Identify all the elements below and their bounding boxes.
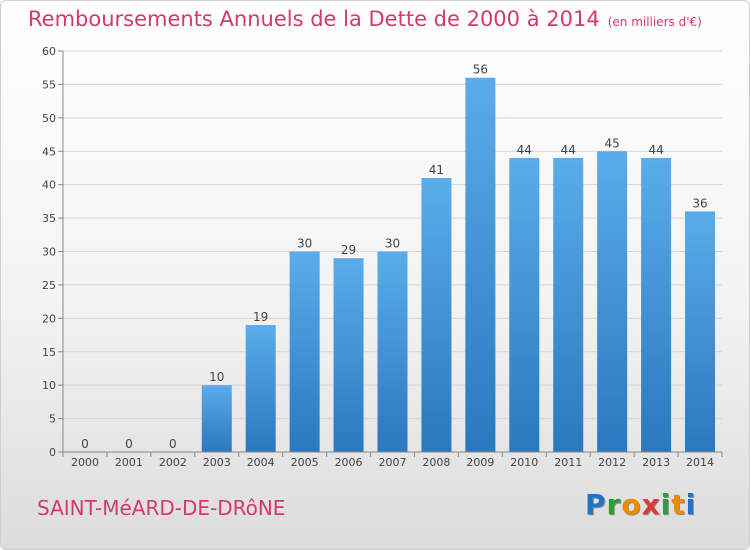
data-label: 30 [385, 237, 400, 251]
x-tick-label: 2002 [159, 456, 187, 469]
x-tick-label: 2004 [247, 456, 275, 469]
y-axis: 0 5 10 15 20 25 30 35 40 45 50 55 60 [42, 45, 64, 459]
data-label: 41 [429, 163, 444, 177]
data-label: 0 [81, 437, 89, 451]
bars: 0 0 0 10 19 30 29 30 41 56 44 44 45 44 36 [81, 63, 716, 452]
chart-title-text: Remboursements Annuels de la Dette de 20… [28, 7, 600, 31]
y-tick-label: 60 [42, 45, 56, 58]
x-tick-label: 2011 [554, 456, 582, 469]
y-tick-label: 10 [42, 379, 56, 392]
data-label: 56 [473, 63, 488, 77]
bar [289, 251, 320, 452]
bar [465, 77, 496, 452]
bar [377, 251, 408, 452]
x-tick-label: 2009 [466, 456, 494, 469]
x-tick-label: 2006 [335, 456, 363, 469]
logo-letter: t [671, 488, 686, 521]
y-tick-label: 35 [42, 212, 56, 225]
bar [597, 151, 628, 452]
x-tick-label: 2000 [71, 456, 99, 469]
y-tick-label: 45 [42, 145, 56, 158]
data-label: 19 [253, 310, 268, 324]
data-label: 0 [169, 437, 177, 451]
data-label: 36 [692, 196, 707, 210]
data-label: 44 [517, 143, 532, 157]
y-tick-label: 0 [49, 446, 56, 459]
bar [333, 258, 364, 452]
logo-letter: o [621, 488, 642, 521]
x-tick-label: 2001 [115, 456, 143, 469]
data-label: 10 [209, 370, 224, 384]
bar [245, 325, 276, 452]
y-tick-label: 20 [42, 312, 56, 325]
x-tick-label: 2014 [686, 456, 714, 469]
y-tick-label: 25 [42, 279, 56, 292]
data-label: 44 [561, 143, 576, 157]
bar [553, 157, 584, 452]
y-tick-label: 5 [49, 413, 56, 426]
logo-letter: r [606, 488, 622, 521]
x-tick-label: 2007 [379, 456, 407, 469]
bar [421, 177, 452, 452]
bar [641, 157, 672, 452]
y-tick-label: 40 [42, 179, 56, 192]
commune-name: SAINT-MéARD-DE-DRôNE [37, 496, 286, 520]
y-tick-label: 55 [42, 78, 56, 91]
data-label: 44 [648, 143, 663, 157]
logo-letter: x [641, 488, 661, 521]
x-tick-label: 2012 [598, 456, 626, 469]
proxiti-logo: Proxiti [585, 488, 696, 521]
logo-letter: P [585, 488, 607, 521]
data-label: 29 [341, 243, 356, 257]
data-label: 30 [297, 237, 312, 251]
bar [201, 385, 232, 452]
chart-title: Remboursements Annuels de la Dette de 20… [28, 7, 702, 31]
bar [509, 157, 540, 452]
x-tick-label: 2013 [642, 456, 670, 469]
x-tick-label: 2008 [422, 456, 450, 469]
y-tick-label: 15 [42, 346, 56, 359]
bar [685, 211, 716, 452]
data-label: 0 [125, 437, 133, 451]
x-tick-label: 2003 [203, 456, 231, 469]
x-axis: 2000 2001 2002 2003 2004 2005 2006 2007 2008 2009… [62, 451, 723, 469]
y-tick-label: 50 [42, 112, 56, 125]
x-tick-label: 2005 [291, 456, 319, 469]
x-tick-label: 2010 [510, 456, 538, 469]
y-tick-label: 30 [42, 246, 56, 259]
data-label: 45 [605, 136, 620, 150]
logo-letter: i [685, 488, 697, 521]
chart-unit: (en milliers d'€) [607, 15, 702, 29]
logo-letter: i [660, 488, 672, 521]
